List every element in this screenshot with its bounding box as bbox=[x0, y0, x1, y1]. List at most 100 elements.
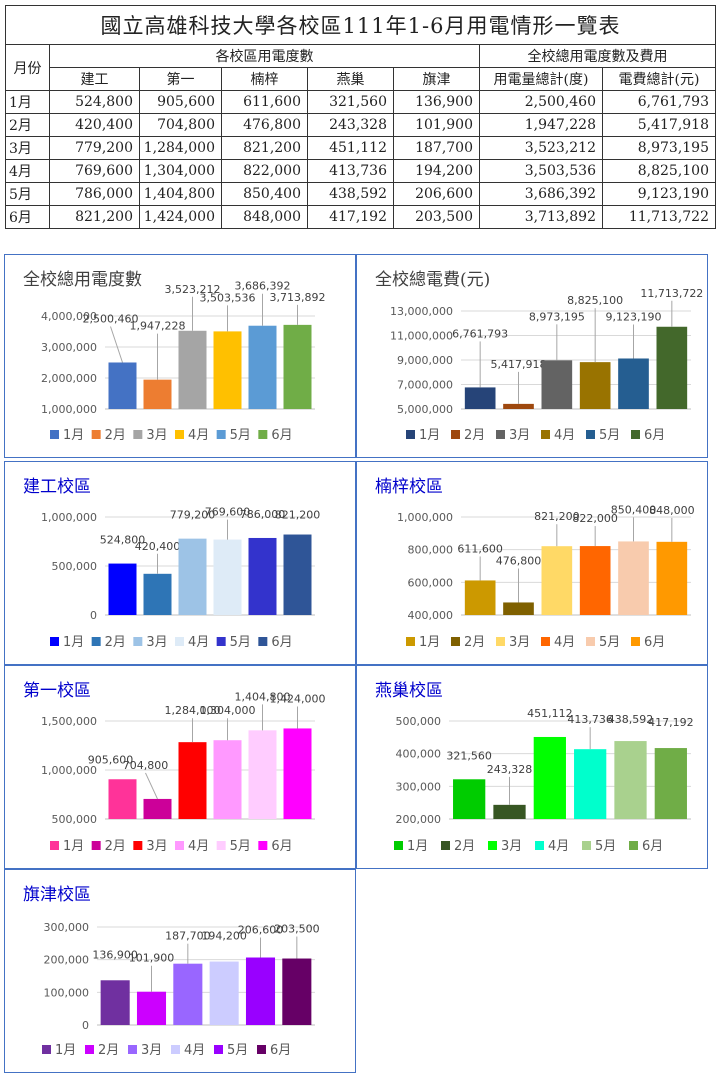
data-label: 3,503,536 bbox=[200, 291, 256, 304]
bar bbox=[656, 326, 688, 409]
legend-swatch bbox=[91, 637, 101, 646]
table-row: 6月 821,200 1,424,000 848,000 417,192 203,500 3… bbox=[5, 205, 716, 229]
value-cell: 101,900 bbox=[393, 113, 480, 137]
value-cell: 476,800 bbox=[221, 113, 308, 137]
value-cell: 420,400 bbox=[49, 113, 140, 137]
label-leader-line bbox=[145, 772, 158, 800]
table-row: 4月 769,600 1,304,000 822,000 413,736 194,200 3… bbox=[5, 159, 716, 183]
bar bbox=[245, 957, 276, 1025]
legend-label: 3月 bbox=[146, 635, 167, 650]
value-cell: 321,560 bbox=[307, 90, 394, 114]
bar bbox=[178, 330, 207, 409]
value-cell: 524,800 bbox=[49, 90, 140, 114]
legend-label: 6月 bbox=[270, 1043, 291, 1058]
column-header: 建工 bbox=[49, 67, 140, 91]
legend-swatch bbox=[488, 841, 497, 850]
value-cell: 3,503,536 bbox=[479, 159, 603, 183]
legend-swatch bbox=[42, 1045, 51, 1054]
chart-title: 全校總電費(元) bbox=[375, 270, 490, 290]
legend-label: 1月 bbox=[63, 839, 84, 854]
data-label: 821,200 bbox=[534, 510, 580, 523]
data-label: 1,284,000 bbox=[165, 704, 221, 717]
bar bbox=[541, 360, 573, 409]
bar bbox=[143, 798, 172, 819]
value-cell: 848,000 bbox=[221, 205, 308, 229]
chart-title: 第一校區 bbox=[23, 681, 91, 701]
data-label: 1,947,228 bbox=[130, 320, 186, 333]
legend-label: 3月 bbox=[509, 428, 530, 443]
y-tick-label: 0 bbox=[90, 609, 97, 622]
y-tick-label: 7,000,000 bbox=[397, 379, 453, 392]
legend-label: 3月 bbox=[141, 1043, 162, 1058]
chart-first: 第一校區 500,000 1,000,000 1,500,000 905,600 704,… bbox=[4, 665, 356, 869]
chart-svg: 楠梓校區 400,000 600,000 800,000 1,000,000 611,60… bbox=[375, 477, 695, 650]
y-tick-label: 500,000 bbox=[52, 813, 98, 826]
value-cell: 11,713,722 bbox=[602, 205, 716, 229]
chart-total-kwh: 全校總用電度數 1,000,000 2,000,000 3,000,000 4,000,… bbox=[4, 254, 356, 458]
bar bbox=[248, 325, 277, 409]
legend-label: 1月 bbox=[55, 1043, 76, 1058]
legend-swatch bbox=[133, 841, 143, 850]
legend-label: 3月 bbox=[509, 635, 530, 650]
data-label: 821,200 bbox=[275, 509, 321, 522]
value-cell: 5,417,918 bbox=[602, 113, 716, 137]
data-label: 8,973,195 bbox=[529, 310, 585, 323]
legend-swatch bbox=[582, 841, 591, 850]
bar bbox=[283, 728, 312, 819]
data-label: 476,800 bbox=[496, 554, 542, 567]
data-label: 321,560 bbox=[446, 749, 492, 762]
legend-swatch bbox=[214, 1045, 223, 1054]
legend-swatch bbox=[133, 637, 143, 646]
y-tick-label: 4,000,000 bbox=[41, 310, 97, 323]
data-label: 243,328 bbox=[487, 763, 533, 776]
legend-label: 4月 bbox=[554, 428, 575, 443]
data-label: 850,400 bbox=[611, 503, 657, 516]
bar bbox=[656, 541, 688, 615]
legend-swatch bbox=[586, 637, 595, 646]
bar bbox=[143, 573, 172, 615]
data-label: 779,200 bbox=[170, 509, 216, 522]
bar bbox=[579, 546, 611, 615]
value-cell: 2,500,460 bbox=[479, 90, 603, 114]
legend-label: 6月 bbox=[644, 635, 665, 650]
data-label: 848,000 bbox=[649, 504, 695, 517]
legend-swatch bbox=[175, 841, 184, 850]
data-label: 194,200 bbox=[201, 930, 247, 943]
column-header-row: 建工 第一 楠梓 燕巢 旗津 用電量總計(度) 電費總計(元) bbox=[6, 67, 716, 91]
legend-swatch bbox=[50, 637, 59, 646]
bar bbox=[493, 804, 526, 819]
month-cell: 4月 bbox=[5, 159, 50, 183]
y-tick-label: 9,000,000 bbox=[397, 354, 453, 367]
bar bbox=[100, 980, 130, 1025]
y-tick-label: 100,000 bbox=[44, 986, 90, 999]
y-tick-label: 1,000,000 bbox=[41, 511, 97, 524]
bar bbox=[209, 961, 239, 1025]
value-cell: 821,200 bbox=[221, 136, 308, 160]
data-label: 3,523,212 bbox=[165, 283, 221, 296]
value-cell: 611,600 bbox=[221, 90, 308, 114]
legend-label: 4月 bbox=[554, 635, 575, 650]
y-tick-label: 1,000,000 bbox=[397, 511, 453, 524]
bar bbox=[618, 541, 649, 615]
data-label: 905,600 bbox=[88, 753, 134, 766]
legend-swatch bbox=[216, 841, 226, 850]
chart-svg: 全校總電費(元) 5,000,000 7,000,000 9,000,000 11,00… bbox=[375, 270, 703, 443]
value-cell: 905,600 bbox=[139, 90, 222, 114]
table-row: 5月 786,000 1,404,800 850,400 438,592 206,600 3… bbox=[5, 182, 716, 206]
bar bbox=[654, 748, 687, 819]
chart-total-cost: 全校總電費(元) 5,000,000 7,000,000 9,000,000 11,00… bbox=[356, 254, 708, 458]
chart-title: 建工校區 bbox=[23, 477, 91, 497]
data-label: 1,304,000 bbox=[200, 704, 256, 717]
value-cell: 8,825,100 bbox=[602, 159, 716, 183]
bar bbox=[173, 963, 203, 1025]
bar bbox=[503, 602, 534, 615]
legend-swatch bbox=[258, 637, 268, 646]
legend-swatch bbox=[631, 430, 640, 439]
data-label: 413,736 bbox=[567, 713, 613, 726]
legend-swatch bbox=[629, 841, 638, 850]
legend-label: 5月 bbox=[230, 839, 251, 854]
bar bbox=[541, 546, 573, 615]
chart-svg: 旗津校區 0 100,000 200,000 300,000 136,900101,900… bbox=[23, 885, 320, 1058]
month-cell: 1月 bbox=[5, 90, 50, 114]
data-label: 8,825,100 bbox=[567, 294, 623, 307]
